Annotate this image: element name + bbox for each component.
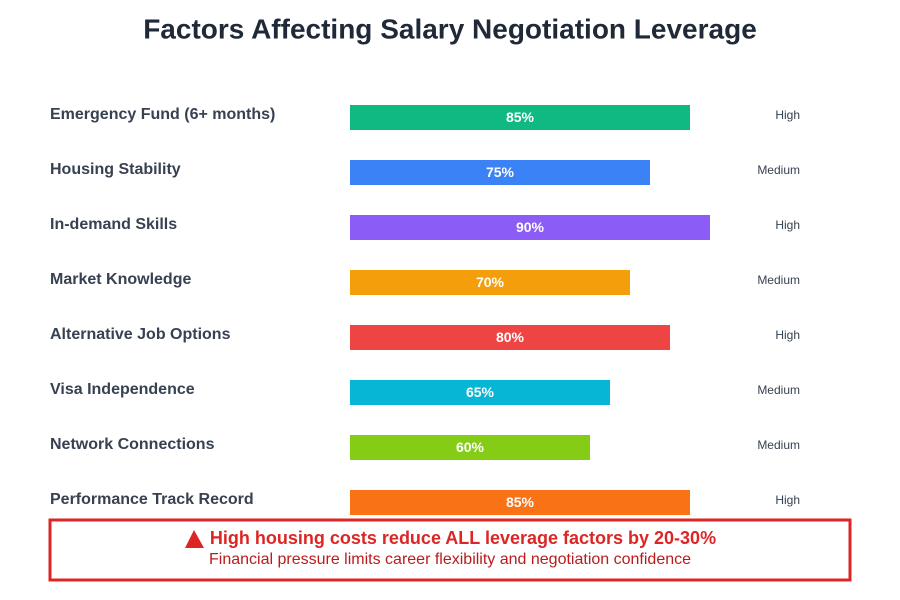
level-label: Medium (757, 383, 800, 397)
warning-box (48, 518, 852, 582)
value-label: 85% (506, 109, 535, 125)
level-label: High (775, 493, 800, 507)
category-label: In-demand Skills (50, 216, 177, 233)
bar (350, 325, 670, 350)
category-label: Alternative Job Options (50, 326, 231, 343)
category-label: Network Connections (50, 436, 215, 453)
level-label: Medium (757, 438, 800, 452)
level-label: Medium (757, 163, 800, 177)
value-label: 90% (516, 219, 545, 235)
bar (350, 105, 690, 130)
bar (350, 435, 590, 460)
value-label: 65% (466, 384, 495, 400)
level-label: High (775, 108, 800, 122)
value-label: 70% (476, 274, 505, 290)
bar (350, 270, 630, 295)
bar (350, 215, 710, 240)
level-label: Medium (757, 273, 800, 287)
bar (350, 160, 650, 185)
warning-icon (185, 530, 204, 548)
value-label: 60% (456, 439, 485, 455)
chart-title: Factors Affecting Salary Negotiation Lev… (143, 13, 757, 44)
value-label: 80% (496, 329, 525, 345)
value-label: 85% (506, 494, 535, 510)
bar (350, 380, 610, 405)
bar (350, 490, 690, 515)
category-label: Visa Independence (50, 381, 195, 398)
value-label: 75% (486, 164, 515, 180)
category-label: Performance Track Record (50, 491, 254, 508)
warning-title: High housing costs reduce ALL leverage f… (210, 528, 716, 548)
category-label: Emergency Fund (6+ months) (50, 106, 275, 123)
level-label: High (775, 328, 800, 342)
category-label: Housing Stability (50, 161, 181, 178)
level-label: High (775, 218, 800, 232)
warning-text: Financial pressure limits career flexibi… (209, 551, 691, 568)
category-label: Market Knowledge (50, 271, 191, 288)
